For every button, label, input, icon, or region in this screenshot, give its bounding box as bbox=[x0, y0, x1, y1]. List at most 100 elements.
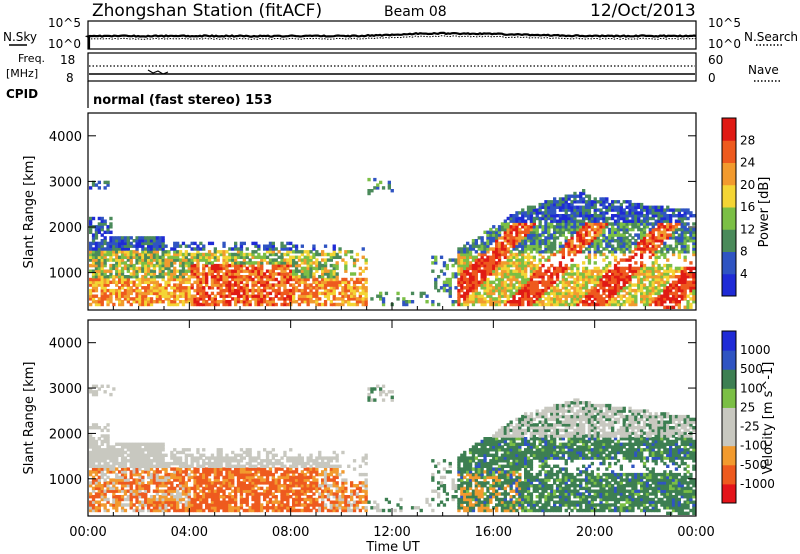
heatmap-cell bbox=[521, 225, 525, 229]
heatmap-cell bbox=[622, 288, 626, 293]
heatmap-cell bbox=[158, 269, 162, 273]
heatmap-cell bbox=[219, 503, 223, 507]
heatmap-cell bbox=[654, 300, 658, 304]
heatmap-cell bbox=[112, 492, 116, 496]
heatmap-cell bbox=[236, 472, 241, 477]
heatmap-cell bbox=[132, 448, 136, 452]
heatmap-cell bbox=[239, 255, 244, 260]
heatmap-cell bbox=[613, 227, 618, 232]
heatmap-cell bbox=[648, 216, 652, 221]
heatmap-cell bbox=[564, 205, 568, 210]
heatmap-cell bbox=[277, 272, 281, 276]
heatmap-cell bbox=[466, 294, 470, 298]
heatmap-cell bbox=[312, 286, 316, 290]
heatmap-cell bbox=[460, 263, 464, 268]
heatmap-cell bbox=[532, 239, 536, 243]
heatmap-cell bbox=[178, 291, 183, 296]
heatmap-cell bbox=[526, 225, 531, 229]
heatmap-cell bbox=[686, 216, 690, 221]
heatmap-cell bbox=[596, 291, 600, 296]
heatmap-cell bbox=[692, 214, 696, 218]
heatmap-cell bbox=[663, 294, 667, 298]
heatmap-cell bbox=[616, 211, 621, 215]
heatmap-cell bbox=[529, 280, 534, 285]
heatmap-cell bbox=[248, 300, 252, 304]
heatmap-cell bbox=[309, 294, 313, 298]
heatmap-cell bbox=[123, 450, 128, 455]
heatmap-cell bbox=[640, 261, 644, 265]
heatmap-cell bbox=[619, 216, 623, 221]
heatmap-cell bbox=[550, 236, 554, 240]
heatmap-cell bbox=[236, 266, 241, 271]
heatmap-cell bbox=[599, 202, 603, 207]
heatmap-cell bbox=[596, 272, 600, 276]
heatmap-cell bbox=[521, 272, 525, 276]
heatmap-cell bbox=[152, 280, 157, 285]
heatmap-cell bbox=[567, 247, 571, 251]
heatmap-cell bbox=[112, 275, 116, 279]
heatmap-cell bbox=[144, 263, 148, 268]
heatmap-cell bbox=[219, 450, 223, 455]
heatmap-cell bbox=[613, 291, 618, 296]
heatmap-cell bbox=[155, 500, 159, 504]
heatmap-cell bbox=[94, 464, 99, 468]
heatmap-cell bbox=[268, 302, 273, 307]
heatmap-cell bbox=[149, 297, 154, 301]
heatmap-cell bbox=[187, 261, 191, 265]
heatmap-cell bbox=[248, 277, 252, 282]
heatmap-cell bbox=[178, 475, 183, 480]
heatmap-cell bbox=[657, 283, 661, 287]
heatmap-cell bbox=[692, 291, 696, 296]
heatmap-cell bbox=[297, 263, 302, 268]
heatmap-cell bbox=[109, 478, 113, 482]
heatmap-cell bbox=[442, 283, 447, 287]
heatmap-cell bbox=[593, 227, 597, 232]
heatmap-cell bbox=[144, 456, 148, 460]
heatmap-cell bbox=[149, 244, 154, 248]
heatmap-cell bbox=[190, 503, 194, 507]
heatmap-cell bbox=[677, 266, 681, 271]
heatmap-cell bbox=[692, 272, 696, 276]
heatmap-cell bbox=[492, 247, 496, 251]
heatmap-cell bbox=[692, 239, 696, 243]
heatmap-cell bbox=[205, 478, 209, 482]
heatmap-cell bbox=[109, 258, 113, 262]
heatmap-cell bbox=[631, 275, 635, 279]
heatmap-cell bbox=[532, 227, 536, 232]
heatmap-cell bbox=[213, 478, 217, 482]
heatmap-cell bbox=[164, 288, 168, 293]
heatmap-cell bbox=[225, 495, 229, 499]
heatmap-cell bbox=[149, 450, 154, 455]
heatmap-cell bbox=[500, 277, 505, 282]
heatmap-cell bbox=[312, 252, 316, 257]
heatmap-cell bbox=[170, 261, 174, 265]
heatmap-cell bbox=[671, 272, 676, 276]
heatmap-cell bbox=[178, 486, 183, 491]
heatmap-cell bbox=[515, 216, 519, 221]
heatmap-cell bbox=[596, 216, 600, 221]
heatmap-cell bbox=[631, 241, 635, 246]
heatmap-cell bbox=[210, 508, 215, 513]
heatmap-cell bbox=[550, 280, 554, 285]
heatmap-cell bbox=[123, 489, 128, 493]
heatmap-cell bbox=[234, 272, 238, 276]
heatmap-cell bbox=[468, 272, 473, 276]
heatmap-cell bbox=[674, 266, 679, 271]
heatmap-cell bbox=[297, 269, 302, 273]
heatmap-cell bbox=[239, 261, 244, 265]
heatmap-cell bbox=[573, 230, 577, 235]
heatmap-cell bbox=[584, 227, 589, 232]
heatmap-cell bbox=[657, 230, 661, 235]
heatmap-cell bbox=[115, 453, 119, 457]
heatmap-cell bbox=[126, 247, 130, 251]
heatmap-cell bbox=[245, 280, 249, 285]
heatmap-cell bbox=[118, 258, 122, 262]
heatmap-cell bbox=[596, 288, 600, 293]
heatmap-cell bbox=[141, 500, 145, 504]
heatmap-cell bbox=[118, 503, 122, 507]
heatmap-cell bbox=[147, 236, 151, 240]
heatmap-cell bbox=[480, 297, 484, 301]
heatmap-cell bbox=[669, 222, 673, 226]
heatmap-cell bbox=[602, 205, 606, 210]
heatmap-cell bbox=[126, 489, 130, 493]
